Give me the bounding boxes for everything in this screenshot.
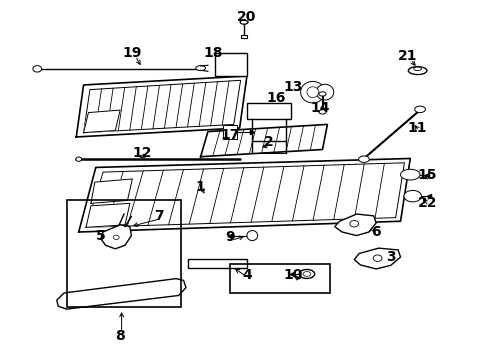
Text: 1: 1 (195, 180, 205, 194)
Text: 3: 3 (385, 250, 395, 264)
Ellipse shape (195, 66, 205, 71)
Ellipse shape (240, 20, 247, 24)
Ellipse shape (372, 255, 381, 261)
Text: 17: 17 (220, 128, 239, 142)
Polygon shape (306, 87, 318, 98)
Polygon shape (83, 110, 120, 133)
Ellipse shape (76, 157, 81, 161)
Bar (188, 259, 246, 268)
Ellipse shape (318, 110, 325, 114)
Text: 14: 14 (310, 101, 329, 115)
Ellipse shape (413, 67, 421, 71)
Polygon shape (316, 84, 333, 100)
Polygon shape (101, 225, 131, 249)
Text: 18: 18 (203, 46, 222, 60)
Polygon shape (403, 190, 421, 202)
Ellipse shape (33, 66, 41, 72)
Ellipse shape (113, 235, 119, 239)
Ellipse shape (358, 156, 368, 162)
Polygon shape (57, 279, 185, 309)
Text: 22: 22 (417, 196, 436, 210)
Text: 15: 15 (417, 168, 436, 182)
Bar (215, 53, 246, 76)
Polygon shape (400, 169, 419, 180)
Text: 21: 21 (397, 49, 417, 63)
Text: 2: 2 (264, 135, 273, 149)
Ellipse shape (246, 230, 257, 240)
Text: 4: 4 (242, 268, 251, 282)
Polygon shape (200, 125, 327, 157)
Text: 8: 8 (115, 329, 125, 343)
Text: 16: 16 (266, 90, 285, 104)
Ellipse shape (414, 106, 425, 113)
Bar (222, 125, 237, 139)
Text: 5: 5 (96, 229, 105, 243)
Text: 7: 7 (154, 209, 163, 223)
Text: 9: 9 (224, 230, 234, 244)
Text: 19: 19 (122, 46, 142, 60)
Bar (229, 264, 329, 293)
Ellipse shape (299, 270, 314, 278)
Bar (246, 103, 290, 119)
Ellipse shape (318, 92, 325, 96)
Text: 12: 12 (132, 146, 152, 160)
Ellipse shape (407, 67, 426, 75)
Bar (241, 35, 246, 39)
Polygon shape (300, 81, 325, 103)
Text: 20: 20 (237, 10, 256, 24)
Polygon shape (79, 158, 409, 232)
Text: 13: 13 (283, 80, 303, 94)
Ellipse shape (349, 221, 358, 227)
Polygon shape (86, 203, 130, 227)
Polygon shape (76, 76, 246, 137)
Text: 10: 10 (283, 268, 303, 282)
Ellipse shape (303, 272, 310, 276)
Polygon shape (91, 179, 132, 203)
Bar (66, 200, 181, 307)
Polygon shape (334, 214, 375, 235)
Polygon shape (353, 248, 400, 269)
Text: 6: 6 (370, 225, 380, 239)
Text: 11: 11 (407, 121, 427, 135)
